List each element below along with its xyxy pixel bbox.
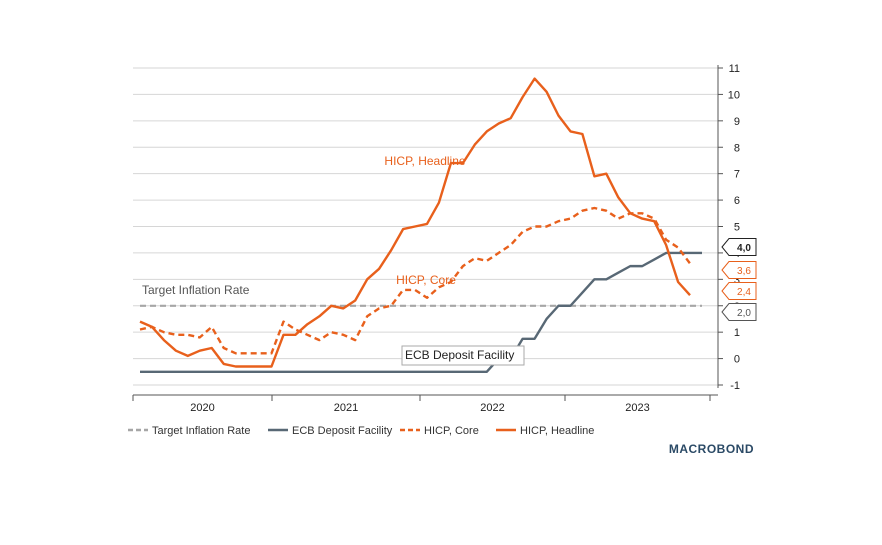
annotation-hicp-headline: HICP, Headline [384,154,465,168]
y-tick-label: 1 [734,327,740,339]
annotation-box [401,345,525,366]
legend-label: ECB Deposit Facility [292,425,393,437]
legend-label: HICP, Core [424,425,479,437]
x-tick-label: 2022 [480,402,504,414]
y-tick-label: 7 [734,169,740,181]
y-tick-label: 5 [734,222,740,234]
annotation-hicp-core: HICP, Core [396,273,456,287]
x-tick-label: 2020 [190,402,214,414]
end-tag-label: 2,4 [737,287,751,298]
end-value-tags: 4,0 3,6 2,4 2,0 [721,238,757,321]
y-tick-label: 9 [734,116,740,128]
brand-logo-text: MACROBOND [669,442,754,456]
series-hicp-headline [139,77,691,368]
y-tick-label: 3 [734,274,740,286]
x-tick-label: 2023 [625,402,649,414]
legend-label: HICP, Headline [520,425,594,437]
annotation-ecb-deposit-facility: ECB Deposit Facility [405,348,514,362]
end-tag-label: 2,0 [737,308,751,319]
y-tick-label: 8 [734,142,740,154]
y-tick-label: 11 [729,63,740,75]
y-tick-label: -1 [730,380,740,392]
annotation-target-inflation-rate: Target Inflation Rate [142,283,250,297]
y-tick-label: 6 [734,195,740,207]
series-lines [139,77,702,373]
x-tick-label: 2021 [334,402,358,414]
series-hicp-core [139,206,691,355]
brand-logo: MACROBOND [669,442,754,456]
y-tick-label: 10 [728,89,740,101]
annotations: HICP, Headline HICP, Core Target Inflation… [142,154,525,366]
legend-label: Target Inflation Rate [152,425,250,437]
y-tick-label: 0 [734,354,740,366]
end-tag-box [721,303,757,321]
end-tag-label: 3,6 [737,266,751,277]
end-tag-box [721,282,757,300]
legend: Target Inflation Rate ECB Deposit Facilit… [128,425,594,437]
end-tag-box [721,238,757,256]
end-tag-label: 4,0 [737,243,751,254]
gridlines [133,67,718,386]
end-tag-box [721,261,757,279]
